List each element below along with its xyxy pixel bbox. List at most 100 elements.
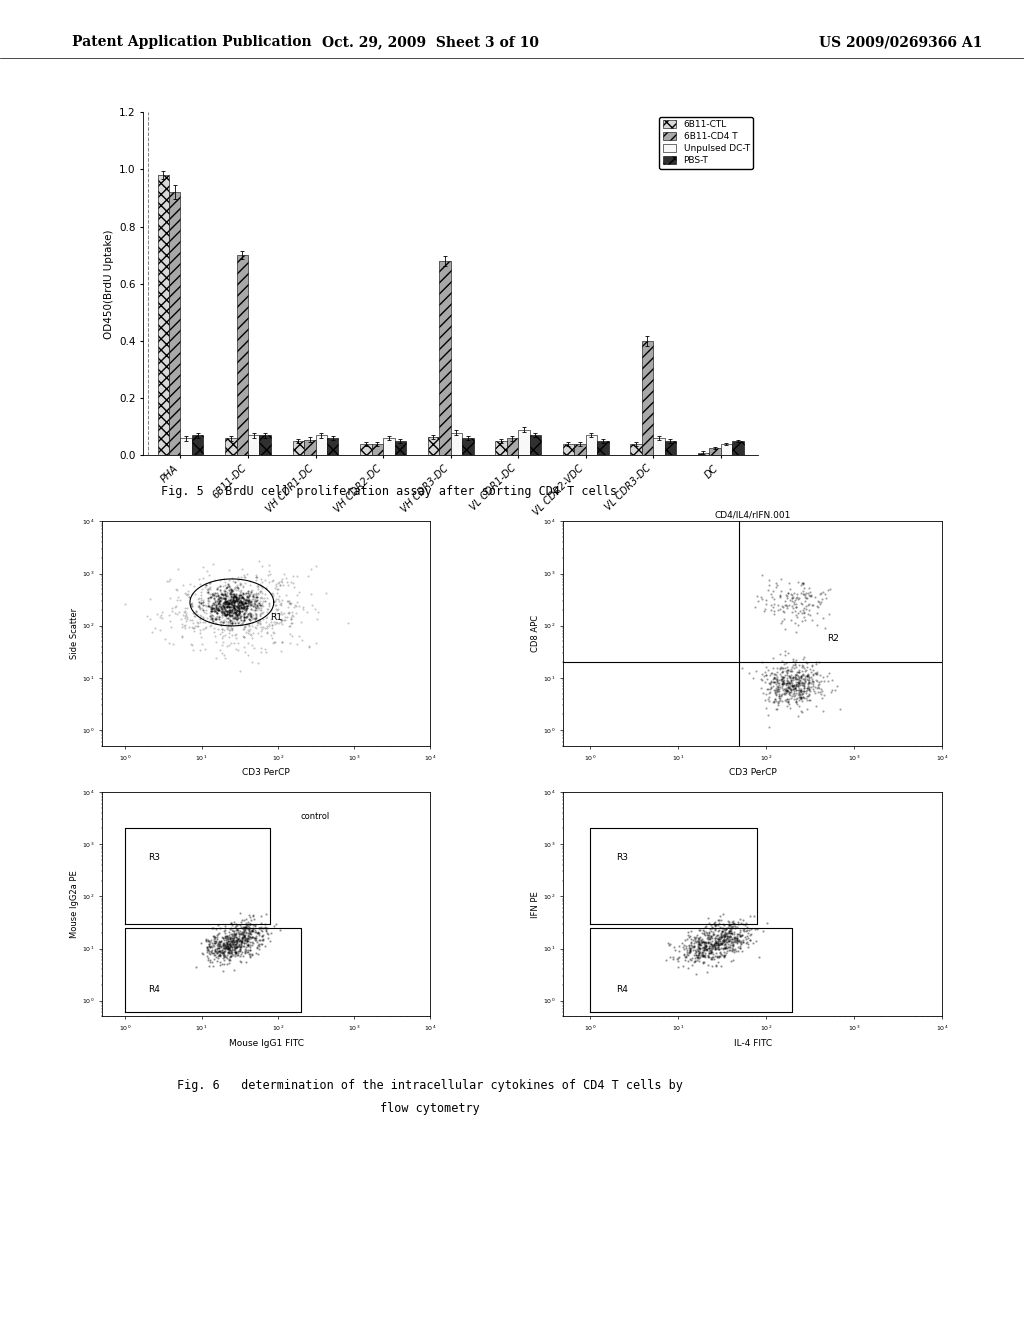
Point — [210, 948, 226, 969]
Point — [677, 946, 693, 968]
Point — [207, 590, 223, 611]
Point — [239, 935, 255, 956]
Point — [202, 932, 218, 953]
Point — [219, 603, 236, 624]
Point — [236, 606, 252, 627]
Point — [691, 946, 708, 968]
Point — [660, 935, 677, 956]
Point — [690, 933, 707, 954]
Point — [222, 582, 239, 603]
Point — [200, 594, 216, 615]
Point — [274, 603, 291, 624]
Point — [691, 920, 708, 941]
Point — [180, 581, 197, 602]
Point — [215, 960, 231, 981]
Point — [217, 603, 233, 624]
Point — [252, 605, 268, 626]
Point — [782, 668, 799, 689]
Point — [194, 634, 210, 655]
Point — [803, 585, 819, 606]
Point — [720, 923, 736, 944]
Point — [675, 956, 691, 977]
Point — [221, 609, 238, 630]
Point — [249, 578, 265, 599]
Point — [254, 577, 270, 598]
Point — [781, 673, 798, 694]
Point — [246, 928, 262, 949]
Point — [248, 603, 264, 624]
Point — [782, 669, 799, 690]
Point — [707, 935, 723, 956]
Point — [193, 593, 209, 614]
Point — [670, 948, 686, 969]
Point — [701, 921, 718, 942]
Point — [228, 601, 245, 622]
Point — [769, 680, 785, 701]
Point — [242, 913, 258, 935]
Point — [770, 675, 786, 696]
Point — [226, 577, 243, 598]
Point — [245, 599, 261, 620]
Point — [700, 946, 717, 968]
Point — [815, 667, 831, 688]
Point — [725, 949, 741, 970]
Point — [790, 589, 806, 610]
Point — [215, 591, 231, 612]
Point — [211, 933, 227, 954]
Point — [738, 921, 755, 942]
Point — [225, 931, 242, 952]
Point — [690, 942, 707, 964]
Point — [233, 921, 250, 942]
Point — [732, 936, 749, 957]
Point — [696, 920, 713, 941]
Point — [227, 583, 244, 605]
Point — [722, 950, 738, 972]
Point — [700, 927, 717, 948]
Point — [793, 574, 809, 595]
Point — [787, 669, 804, 690]
Point — [253, 602, 269, 623]
Point — [231, 573, 248, 594]
Point — [240, 931, 256, 952]
Point — [793, 701, 809, 722]
Point — [712, 942, 728, 964]
Point — [200, 590, 216, 611]
X-axis label: IL-4 FITC: IL-4 FITC — [733, 1039, 772, 1048]
Point — [207, 582, 223, 603]
Point — [779, 664, 796, 685]
Point — [199, 582, 215, 603]
Point — [700, 912, 717, 933]
Point — [813, 671, 829, 692]
Point — [215, 597, 231, 618]
Point — [729, 932, 745, 953]
Point — [713, 909, 729, 931]
Point — [717, 924, 733, 945]
Point — [237, 931, 253, 952]
Point — [246, 904, 262, 925]
Point — [795, 610, 811, 631]
Point — [229, 632, 246, 653]
Point — [723, 932, 739, 953]
Point — [699, 907, 716, 928]
Point — [785, 657, 802, 678]
Point — [229, 606, 246, 627]
Point — [676, 944, 692, 965]
Point — [252, 586, 268, 607]
Point — [256, 587, 272, 609]
Point — [225, 590, 242, 611]
Point — [213, 936, 229, 957]
Point — [236, 566, 252, 587]
Point — [696, 935, 713, 956]
Point — [817, 618, 834, 639]
Point — [728, 927, 744, 948]
Point — [222, 583, 239, 605]
Point — [796, 680, 812, 701]
Bar — [462, 438, 473, 455]
Point — [746, 919, 763, 940]
Point — [208, 598, 224, 619]
Point — [799, 664, 815, 685]
Point — [781, 578, 798, 599]
Point — [207, 944, 223, 965]
Point — [710, 935, 726, 956]
Point — [242, 615, 258, 636]
